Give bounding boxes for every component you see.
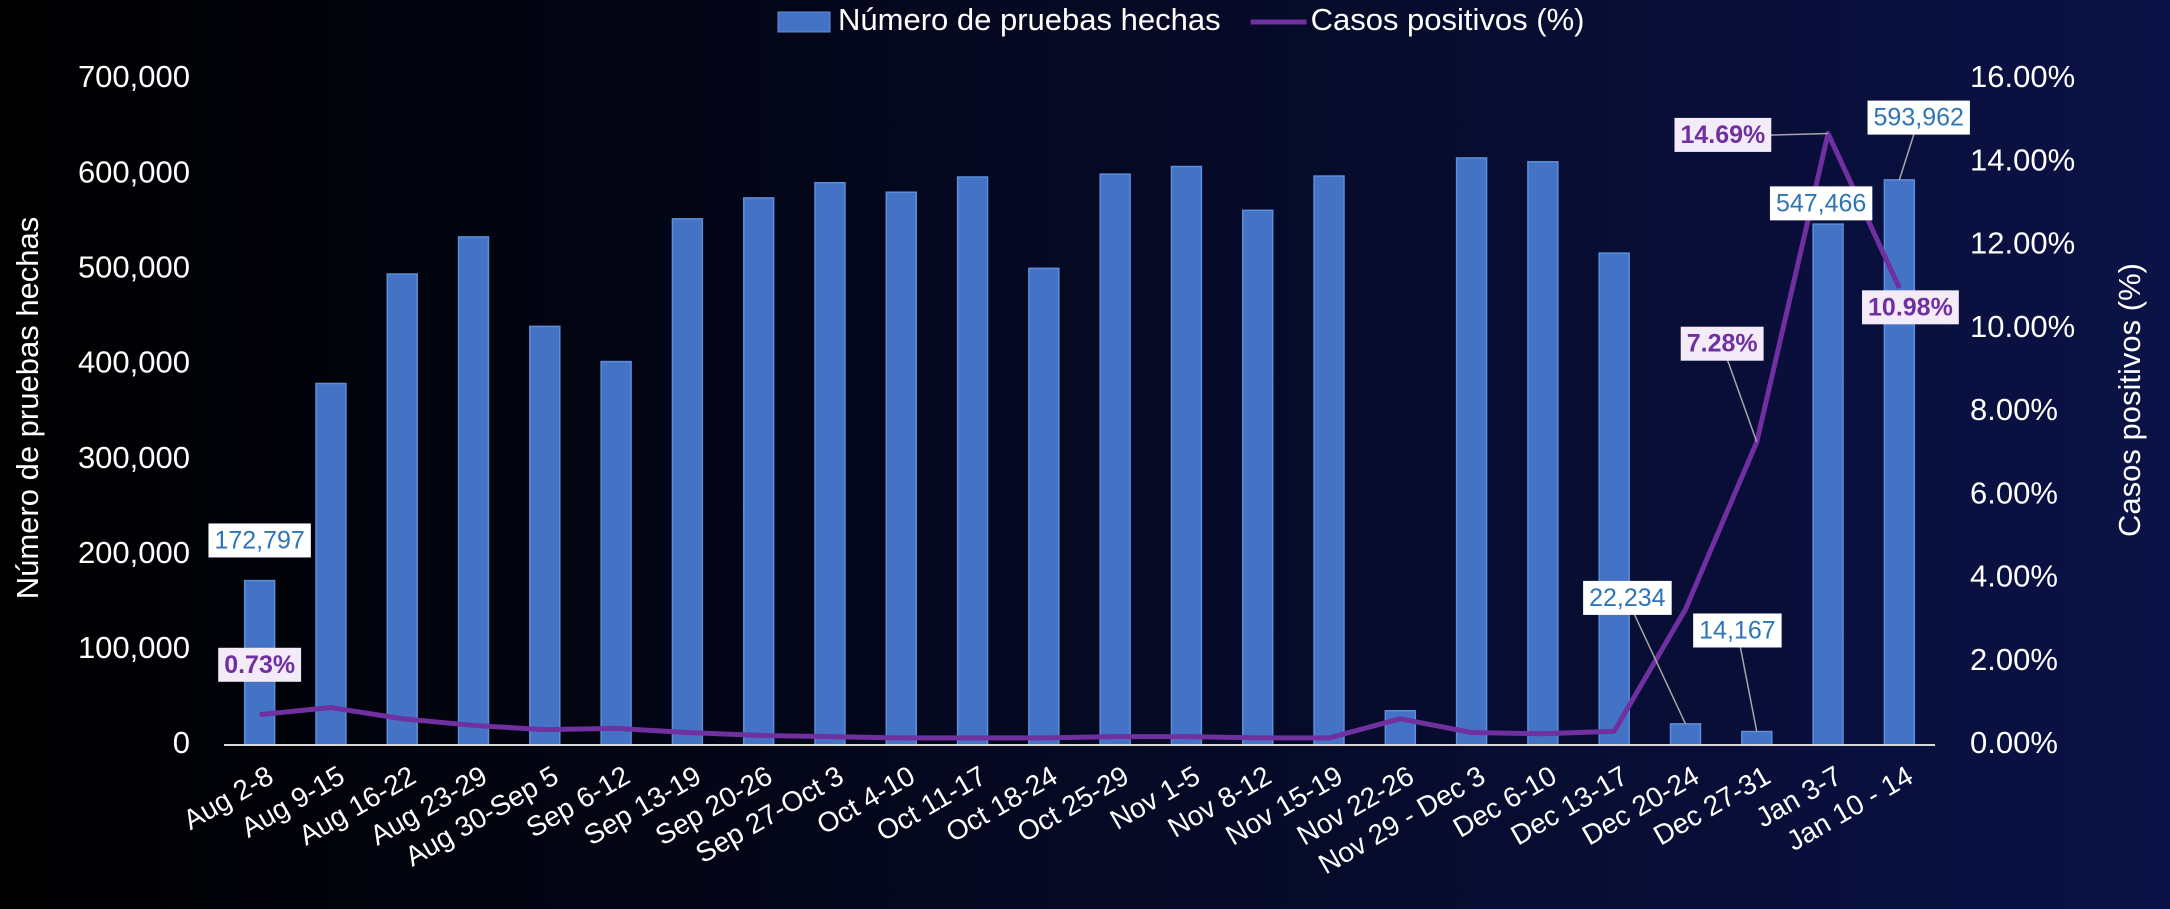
y2-tick-label: 6.00% xyxy=(1970,475,2058,510)
y-tick-label: 200,000 xyxy=(78,535,190,570)
y2-axis-title: Casos positivos (%) xyxy=(2112,263,2147,537)
data-label-box xyxy=(1583,580,1672,615)
y2-tick-label: 0.00% xyxy=(1970,725,2058,760)
y2-tick-label: 10.00% xyxy=(1970,309,2075,344)
leader-line xyxy=(1626,598,1687,725)
bar xyxy=(600,360,632,746)
bar xyxy=(386,273,418,746)
data-label: 593,962 xyxy=(1874,104,1964,132)
bar xyxy=(1099,173,1131,746)
data-label: 14,167 xyxy=(1699,616,1775,644)
data-label: 172,797 xyxy=(214,526,304,554)
bar xyxy=(885,191,917,746)
legend: Número de pruebas hechas Casos positivos … xyxy=(777,2,1585,37)
leader-line xyxy=(1721,344,1758,443)
data-label-box xyxy=(1867,100,1970,135)
y-tick-label: 400,000 xyxy=(78,345,190,380)
bar xyxy=(956,176,989,746)
bar xyxy=(1242,209,1274,746)
data-label-box xyxy=(208,523,311,558)
data-label-box xyxy=(1680,326,1764,361)
bar xyxy=(1669,723,1702,746)
y-tick-label: 0 xyxy=(173,725,190,760)
bar xyxy=(671,218,704,746)
data-label-box xyxy=(1674,117,1772,152)
legend-swatch xyxy=(777,11,831,33)
bar xyxy=(1527,161,1559,746)
data-label: 10.98% xyxy=(1868,293,1953,321)
bar xyxy=(1741,730,1773,746)
bar xyxy=(457,236,490,746)
y-tick-label: 100,000 xyxy=(78,630,190,665)
y2-tick-label: 2.00% xyxy=(1970,642,2058,677)
data-label-box xyxy=(1693,613,1782,648)
bar xyxy=(529,325,561,746)
line-series xyxy=(259,131,1902,741)
bar xyxy=(1028,267,1060,746)
y2-tick-label: 4.00% xyxy=(1970,559,2058,594)
bar xyxy=(1812,223,1844,746)
y-tick-label: 500,000 xyxy=(78,249,190,284)
y2-tick-label: 16.00% xyxy=(1970,59,2075,94)
data-label: 547,466 xyxy=(1776,189,1866,217)
y2-tick-label: 14.00% xyxy=(1970,142,2075,177)
data-label: 7.28% xyxy=(1687,330,1758,358)
bar xyxy=(315,382,347,746)
leader-line xyxy=(1736,631,1758,732)
y-tick-label: 300,000 xyxy=(78,440,190,475)
bar xyxy=(1455,157,1488,746)
bar xyxy=(1384,709,1417,746)
data-label-box xyxy=(218,647,302,682)
bar xyxy=(1170,165,1203,746)
y2-tick-label: 12.00% xyxy=(1970,226,2075,261)
bar xyxy=(1313,175,1345,746)
data-label: 22,234 xyxy=(1589,584,1666,612)
data-label-box xyxy=(1862,290,1959,325)
data-label: 14.69% xyxy=(1680,121,1765,149)
y2-tick-label: 8.00% xyxy=(1970,392,2058,427)
y-tick-label: 600,000 xyxy=(78,154,190,189)
legend-label: Número de pruebas hechas xyxy=(838,2,1221,37)
bar xyxy=(814,181,846,746)
data-label: 0.73% xyxy=(224,651,295,679)
data-label-box xyxy=(1769,186,1873,221)
bar xyxy=(742,197,775,746)
legend-label: Casos positivos (%) xyxy=(1311,2,1585,37)
y-axis-title: Número de pruebas hechas xyxy=(10,217,45,600)
y-tick-label: 700,000 xyxy=(78,59,190,94)
bar xyxy=(1598,252,1630,746)
